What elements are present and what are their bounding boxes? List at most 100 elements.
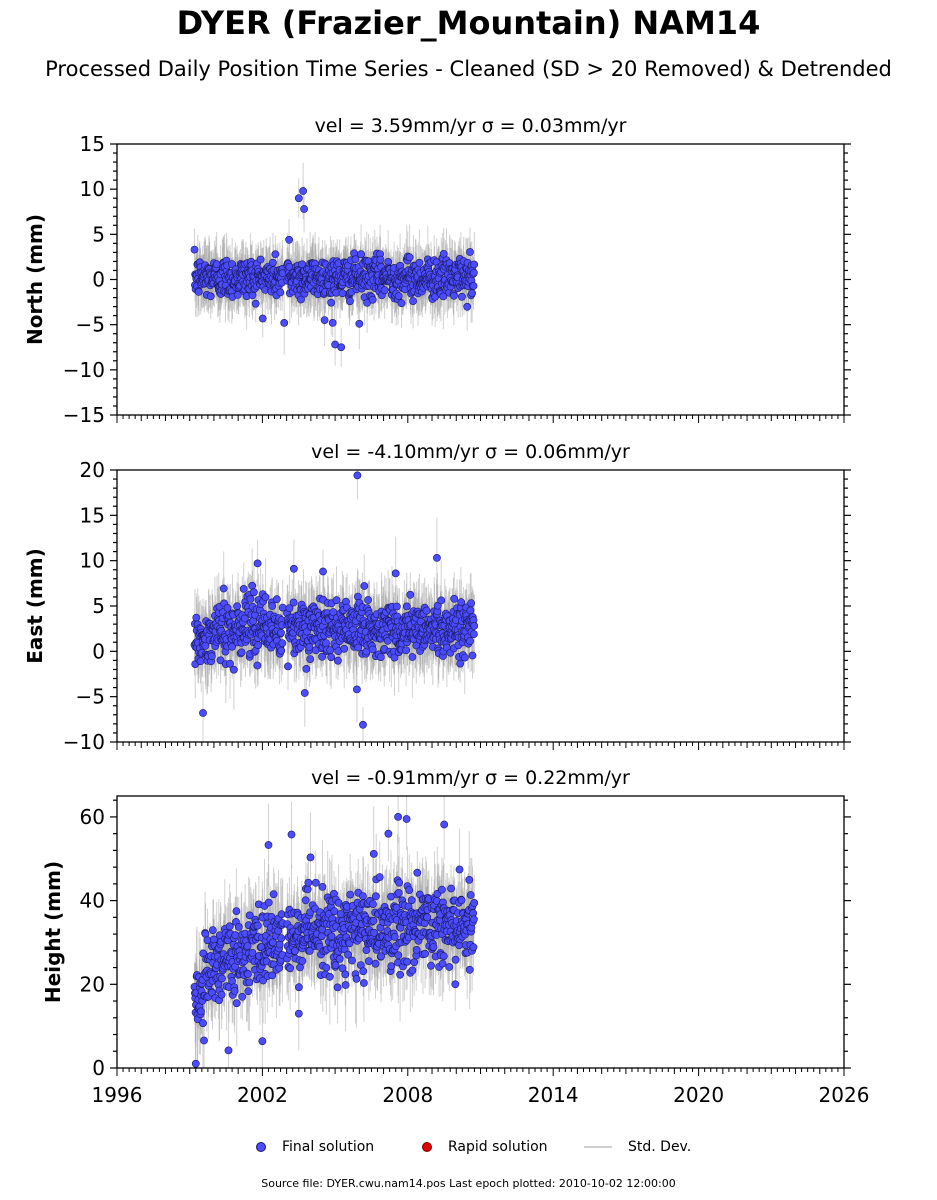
- data-point: [371, 892, 380, 901]
- data-point: [466, 637, 474, 645]
- data-point: [199, 709, 207, 717]
- data-point: [415, 258, 424, 267]
- data-point: [223, 604, 232, 612]
- data-point: [245, 911, 254, 920]
- data-point: [409, 297, 417, 305]
- data-point: [390, 933, 399, 941]
- data-point: [331, 961, 340, 970]
- data-point: [466, 606, 475, 615]
- data-point: [253, 559, 262, 568]
- data-point: [299, 187, 307, 195]
- data-point: [369, 850, 378, 858]
- data-point: [229, 665, 238, 674]
- data-point: [258, 314, 267, 323]
- y-tick-label: 5: [92, 594, 105, 618]
- data-point: [199, 1019, 207, 1028]
- data-point: [253, 661, 262, 670]
- data-point: [360, 582, 369, 590]
- panel-title: vel = -4.10mm/yr σ = 0.06mm/yr: [311, 441, 630, 463]
- data-point: [318, 652, 326, 661]
- y-tick-label: 15: [80, 132, 105, 156]
- data-point: [396, 970, 404, 979]
- data-point: [230, 987, 239, 995]
- data-point: [269, 890, 278, 899]
- final-solution-series: [190, 813, 479, 1068]
- data-point: [375, 873, 384, 881]
- data-point: [392, 602, 401, 611]
- y-tick-label: −15: [63, 403, 105, 427]
- data-point: [337, 343, 346, 352]
- data-point: [371, 959, 380, 968]
- data-point: [207, 652, 216, 661]
- data-point: [322, 963, 331, 972]
- data-point: [327, 298, 336, 307]
- data-point: [327, 653, 336, 662]
- y-tick-label: 20: [80, 458, 105, 482]
- data-point: [297, 295, 305, 304]
- data-point: [390, 653, 399, 662]
- data-point: [468, 651, 477, 660]
- data-point: [234, 923, 243, 931]
- data-point: [244, 987, 253, 996]
- data-point: [217, 990, 226, 999]
- data-point: [294, 194, 303, 203]
- data-point: [251, 299, 260, 308]
- data-point: [254, 641, 262, 650]
- data-layer: [190, 470, 479, 742]
- data-point: [228, 642, 236, 651]
- data-point: [403, 957, 411, 966]
- data-point: [286, 964, 294, 973]
- data-point: [377, 952, 385, 961]
- data-point: [253, 921, 262, 930]
- data-point: [406, 590, 415, 599]
- data-point: [196, 1007, 205, 1016]
- data-point: [368, 645, 377, 654]
- data-point: [248, 949, 257, 957]
- data-point: [219, 584, 228, 593]
- data-point: [294, 983, 303, 992]
- data-point: [394, 292, 403, 300]
- data-point: [264, 898, 273, 907]
- data-point: [298, 957, 307, 965]
- panel-2: vel = -4.10mm/yr σ = 0.06mm/yr East (mm) −…: [23, 441, 851, 754]
- data-point: [348, 956, 356, 965]
- velocity-label: vel = -4.10mm/yr: [311, 441, 485, 463]
- data-point: [397, 299, 406, 308]
- data-point: [359, 979, 368, 987]
- data-point: [268, 602, 277, 610]
- y-tick-label: 0: [92, 268, 105, 292]
- data-point: [238, 992, 247, 1001]
- data-point: [240, 614, 249, 623]
- data-point: [405, 253, 414, 262]
- data-point: [368, 295, 377, 304]
- data-point: [268, 258, 277, 267]
- data-point: [268, 971, 277, 980]
- data-point: [355, 319, 364, 328]
- data-point: [320, 316, 329, 324]
- data-point: [392, 903, 401, 912]
- data-point: [358, 892, 367, 900]
- data-point: [407, 896, 416, 905]
- data-point: [352, 975, 361, 983]
- final-solution-series: [190, 471, 479, 729]
- data-point: [460, 653, 469, 662]
- data-point: [304, 878, 313, 887]
- data-point: [408, 653, 417, 661]
- data-point: [319, 567, 327, 576]
- data-point: [280, 318, 289, 327]
- y-tick-label: 15: [80, 503, 105, 527]
- data-point: [317, 932, 326, 941]
- data-point: [345, 297, 354, 306]
- data-point: [232, 999, 241, 1008]
- y-axis-label: North (mm): [23, 214, 47, 345]
- data-point: [341, 970, 350, 979]
- data-point: [422, 606, 431, 615]
- velocity-label: vel = -0.91mm/yr: [311, 767, 485, 789]
- data-point: [291, 947, 299, 955]
- data-point: [402, 646, 410, 655]
- data-point: [239, 585, 248, 593]
- data-point: [192, 613, 201, 622]
- data-point: [237, 648, 246, 657]
- data-point: [248, 581, 257, 590]
